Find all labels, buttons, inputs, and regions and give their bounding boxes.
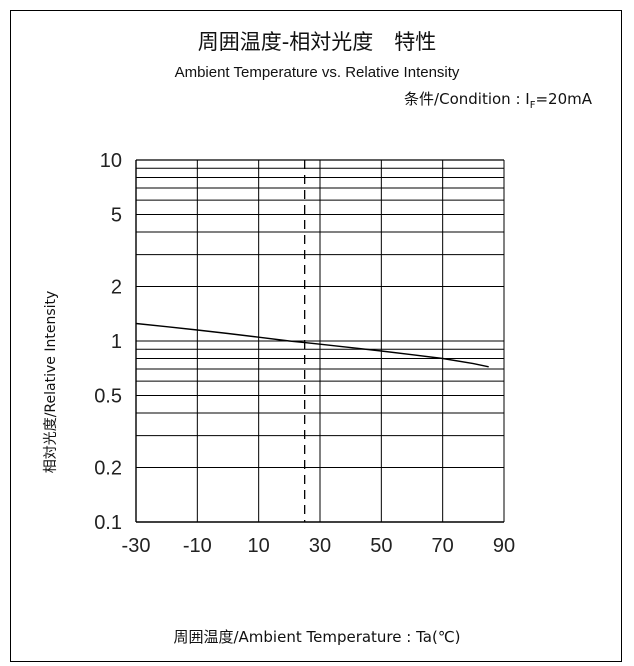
chart-title: 周囲温度-相対光度 特性 bbox=[197, 30, 437, 54]
condition-prefix: 条件/Condition : I bbox=[404, 90, 530, 108]
y-tick-label: 0.5 bbox=[94, 385, 122, 407]
x-tick-label: 90 bbox=[493, 535, 515, 557]
y-tick-label: 0.2 bbox=[94, 458, 122, 480]
test-condition: 条件/Condition : IF=20mA bbox=[404, 88, 592, 111]
x-tick-label: 10 bbox=[248, 535, 270, 557]
condition-suffix: =20mA bbox=[535, 90, 592, 108]
x-tick-label: -30 bbox=[122, 535, 151, 557]
y-tick-label: 10 bbox=[100, 150, 122, 172]
x-tick-label: 70 bbox=[432, 535, 454, 557]
y-tick-label: 0.1 bbox=[94, 512, 122, 534]
x-tick-label: -10 bbox=[183, 535, 212, 557]
chart-frame bbox=[10, 10, 622, 662]
y-tick-label: 2 bbox=[111, 277, 122, 299]
series-line-0 bbox=[135, 322, 489, 368]
x-tick-label: 30 bbox=[309, 535, 331, 557]
y-tick-label: 1 bbox=[111, 331, 122, 353]
condition-subscript: F bbox=[529, 100, 536, 111]
chart-subtitle: Ambient Temperature vs. Relative Intensi… bbox=[174, 64, 460, 81]
y-tick-label: 5 bbox=[111, 204, 122, 226]
x-tick-label: 50 bbox=[370, 535, 392, 557]
x-axis-label: 周囲温度/Ambient Temperature : Ta(℃) bbox=[173, 628, 461, 646]
